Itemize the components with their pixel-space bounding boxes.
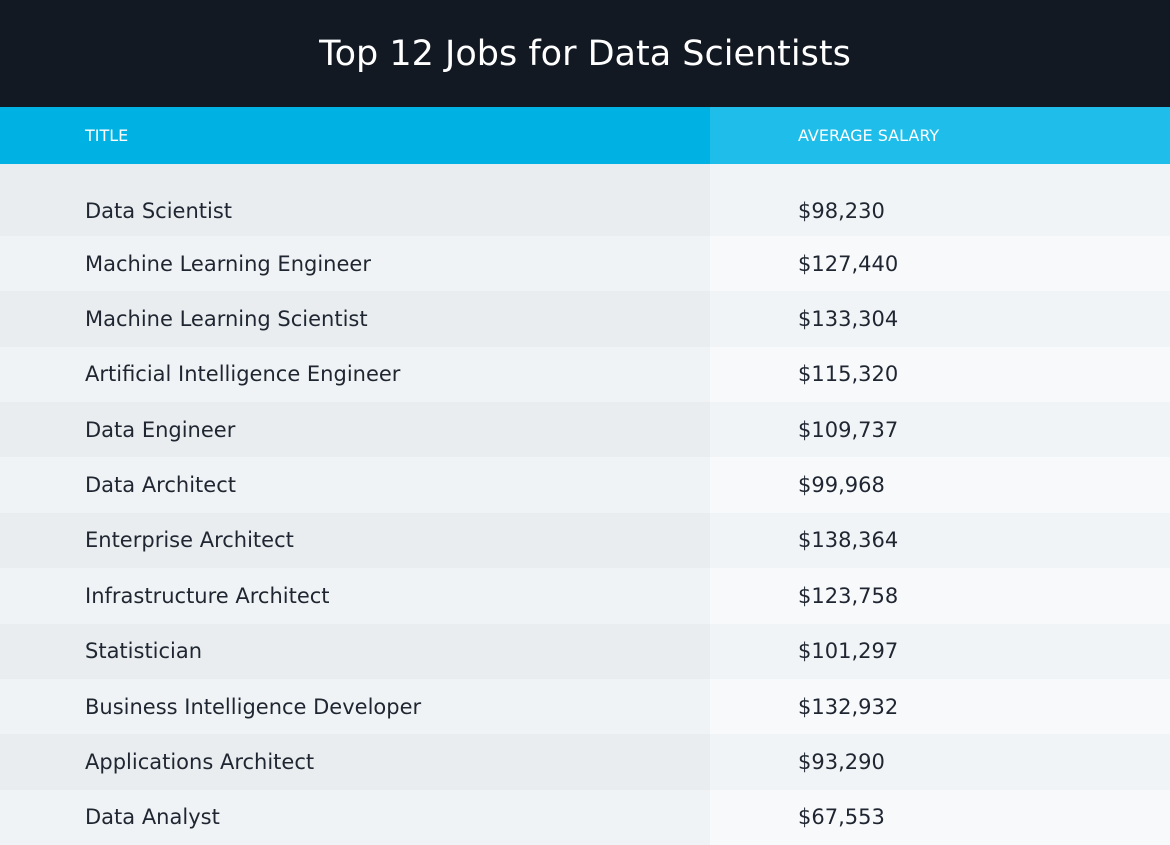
salary: $93,290 bbox=[710, 734, 1170, 790]
job-title: Data Architect bbox=[0, 457, 710, 513]
table-row: Data Architect $99,968 bbox=[0, 457, 1170, 513]
table-row: Statistician $101,297 bbox=[0, 623, 1170, 679]
table-header: TITLE AVERAGE SALARY bbox=[0, 107, 1170, 164]
job-title: Enterprise Architect bbox=[0, 512, 710, 569]
table-row: Data Analyst $67,553 bbox=[0, 789, 1170, 845]
table-row: Data Engineer $109,737 bbox=[0, 402, 1170, 458]
column-header: TITLE bbox=[0, 107, 710, 164]
column-header: AVERAGE SALARY bbox=[710, 107, 1170, 164]
page-title: Top 12 Jobs for Data Scientists bbox=[319, 33, 851, 74]
title-bar: Top 12 Jobs for Data Scientists bbox=[0, 0, 1170, 107]
table-row: Applications Architect $93,290 bbox=[0, 734, 1170, 790]
job-title: Data Engineer bbox=[0, 402, 710, 458]
salary: $99,968 bbox=[710, 457, 1170, 513]
salary: $133,304 bbox=[710, 291, 1170, 347]
job-title: Applications Architect bbox=[0, 734, 710, 790]
job-title: Statistician bbox=[0, 623, 710, 679]
table-body: Data Scientist $98,230 Machine Learning En… bbox=[0, 164, 1170, 845]
job-title: Data Analyst bbox=[0, 789, 710, 845]
table-row: Artificial Intelligence Engineer $115,320 bbox=[0, 346, 1170, 403]
salary: $98,230 bbox=[710, 164, 1170, 236]
salary: $127,440 bbox=[710, 236, 1170, 292]
salary: $115,320 bbox=[710, 346, 1170, 403]
table-row: Business Intelligence Developer $132,932 bbox=[0, 678, 1170, 735]
table-row: Enterprise Architect $138,364 bbox=[0, 512, 1170, 569]
salary: $67,553 bbox=[710, 789, 1170, 845]
salary: $138,364 bbox=[710, 512, 1170, 569]
job-title: Infrastructure Architect bbox=[0, 568, 710, 624]
table-row: Infrastructure Architect $123,758 bbox=[0, 568, 1170, 624]
salary: $109,737 bbox=[710, 402, 1170, 458]
job-title: Data Scientist bbox=[0, 164, 710, 236]
salary: $123,758 bbox=[710, 568, 1170, 624]
table-row: Machine Learning Scientist $133,304 bbox=[0, 291, 1170, 347]
job-title: Artificial Intelligence Engineer bbox=[0, 346, 710, 403]
table-row: Machine Learning Engineer $127,440 bbox=[0, 236, 1170, 292]
salary: $101,297 bbox=[710, 623, 1170, 679]
salary: $132,932 bbox=[710, 678, 1170, 735]
job-title: Business Intelligence Developer bbox=[0, 678, 710, 735]
table-row: Data Scientist $98,230 bbox=[0, 164, 1170, 236]
job-title: Machine Learning Scientist bbox=[0, 291, 710, 347]
job-title: Machine Learning Engineer bbox=[0, 236, 710, 292]
